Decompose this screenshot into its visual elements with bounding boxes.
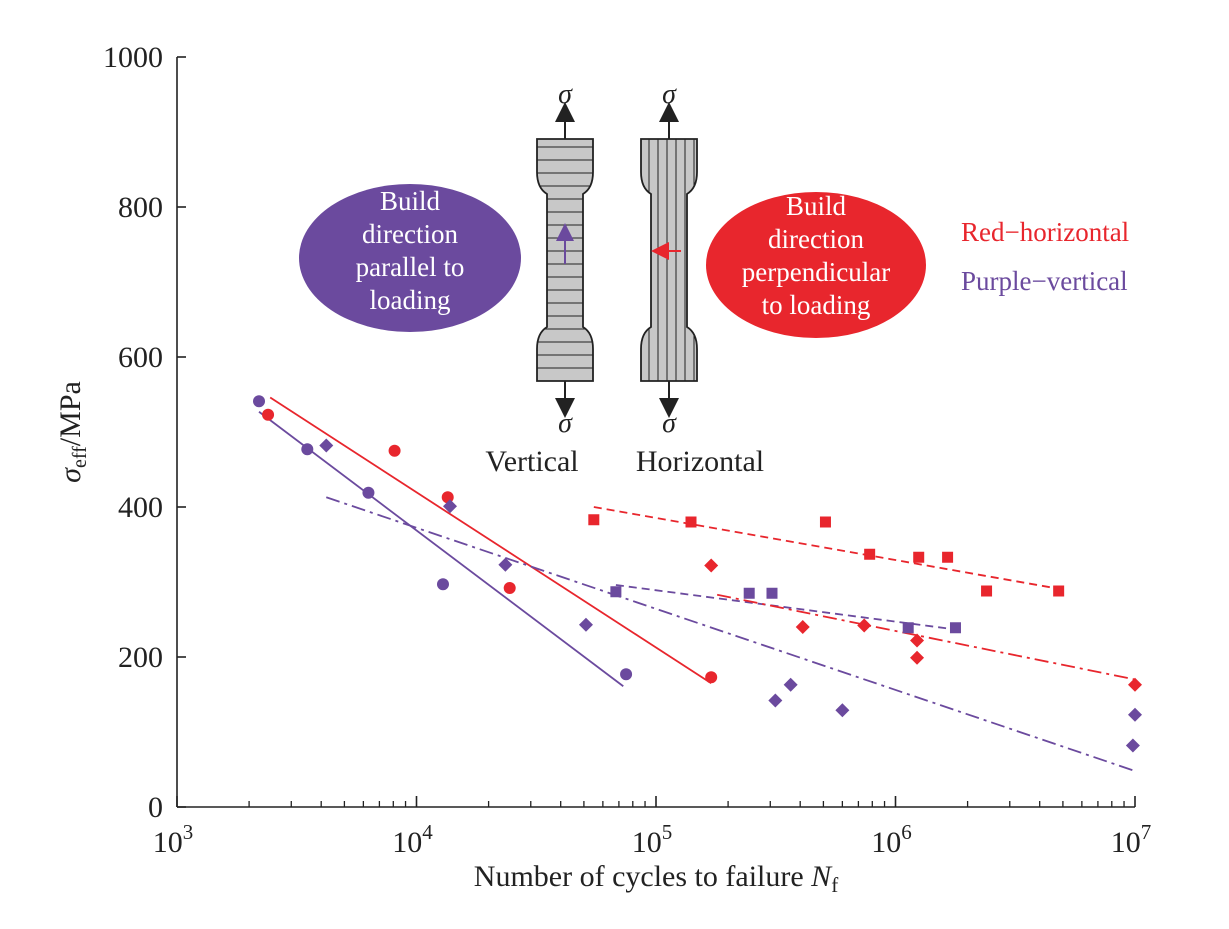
y-ticks: 0 200 400 600 800 1000 [103,41,186,824]
fit-line-red-dashed [593,506,1059,590]
data-point-red-square [981,585,993,597]
fit-line-purple-dashdot [325,496,1136,772]
y-tick-label: 200 [118,641,163,674]
red-bubble-line-2: direction [768,224,864,254]
legend: Red−horizontal Purple−vertical [961,217,1129,296]
data-point-purple-circle [362,486,375,499]
data-point-purple-diamond [443,499,458,514]
red-bubble-line-3: perpendicular [742,257,890,287]
legend-purple-vertical: Purple−vertical [961,266,1128,296]
purple-bubble-line-3: parallel to [356,252,465,282]
data-point-purple-square [902,622,914,634]
y-tick-label: 400 [118,491,163,524]
data-point-red-diamond [795,620,810,634]
data-point-red-diamond [704,558,719,573]
y-tick-label: 1000 [103,41,163,74]
vertical-label: Vertical [485,445,578,478]
data-point-red-square [685,516,697,528]
purple-bubble [299,184,521,332]
sigma-vertical-bottom: σ [558,408,573,439]
data-point-purple-square [766,587,778,599]
data-point-purple-circle [301,443,314,456]
data-point-red-diamond [910,633,925,648]
fit-lines [258,396,1136,772]
x-tick-label: 104 [392,820,433,859]
x-tick-label: 106 [871,820,912,859]
data-point-red-square [819,516,831,528]
sigma-horizontal-bottom: σ [662,408,677,439]
data-point-purple-diamond [783,677,798,692]
data-point-red-circle [503,582,516,594]
data-point-purple-diamond [578,617,593,632]
data-point-red-square [913,551,925,563]
horizontal-label: Horizontal [636,445,764,478]
data-point-red-diamond [910,650,925,665]
data-point-red-square [588,514,600,526]
x-ticks: 103 104 105 106 107 [153,796,1152,859]
y-tick-label: 800 [118,191,163,224]
data-point-purple-circle [253,395,266,408]
data-point-purple-diamond [835,703,850,718]
x-tick-label: 107 [1111,820,1152,859]
horizontal-specimen [640,138,698,382]
red-bubble-line-1: Build [786,191,847,221]
fit-line-purple-dashed [615,584,960,631]
data-point-purple-diamond [1125,738,1140,753]
purple-bubble-line-2: direction [362,219,458,249]
y-axis-label-group: σeff/MPa [54,381,91,483]
data-point-purple-diamond [1128,707,1142,722]
data-point-red-square [1053,585,1065,597]
data-point-purple-square [610,586,622,598]
data-point-purple-circle [436,578,449,591]
y-tick-label: 600 [118,341,163,374]
x-axis-label: Number of cycles to failure Nf [474,860,838,897]
data-point-red-square [864,548,876,560]
x-tick-label: 103 [153,820,194,859]
data-point-red-square [942,551,954,563]
specimen-inset: Build direction parallel to loading Buil… [299,79,926,478]
fit-line-red-dashdot [716,593,1136,681]
data-point-red-diamond [857,618,872,633]
data-point-red-circle [705,671,718,684]
sigma-vertical-top: σ [558,79,573,110]
vertical-specimen [536,138,594,382]
legend-red-horizontal: Red−horizontal [961,217,1129,247]
sigma-horizontal-top: σ [662,79,677,110]
data-point-purple-square [743,587,755,599]
data-point-purple-square [949,622,961,634]
purple-bubble-line-1: Build [380,186,441,216]
data-point-red-diamond [1128,677,1142,692]
y-tick-label: 0 [148,791,163,824]
red-bubble-line-4: to loading [762,290,871,320]
x-minor-ticks [248,801,1125,807]
data-point-purple-diamond [319,438,334,453]
data-point-purple-diamond [498,557,513,572]
fit-line-purple-solid [258,411,624,687]
data-point-purple-diamond [768,693,783,708]
axes: 0 200 400 600 800 1000 103 104 105 106 107 [103,41,1151,859]
y-axis-label: σeff/MPa [54,381,91,483]
data-point-purple-circle [620,668,633,681]
data-point-red-circle [388,444,401,457]
fit-line-red-solid [269,396,712,685]
red-bubble [706,192,926,338]
x-tick-label: 105 [632,820,673,859]
data-points [253,395,1142,753]
purple-bubble-line-4: loading [370,285,451,315]
data-point-red-circle [262,408,275,421]
